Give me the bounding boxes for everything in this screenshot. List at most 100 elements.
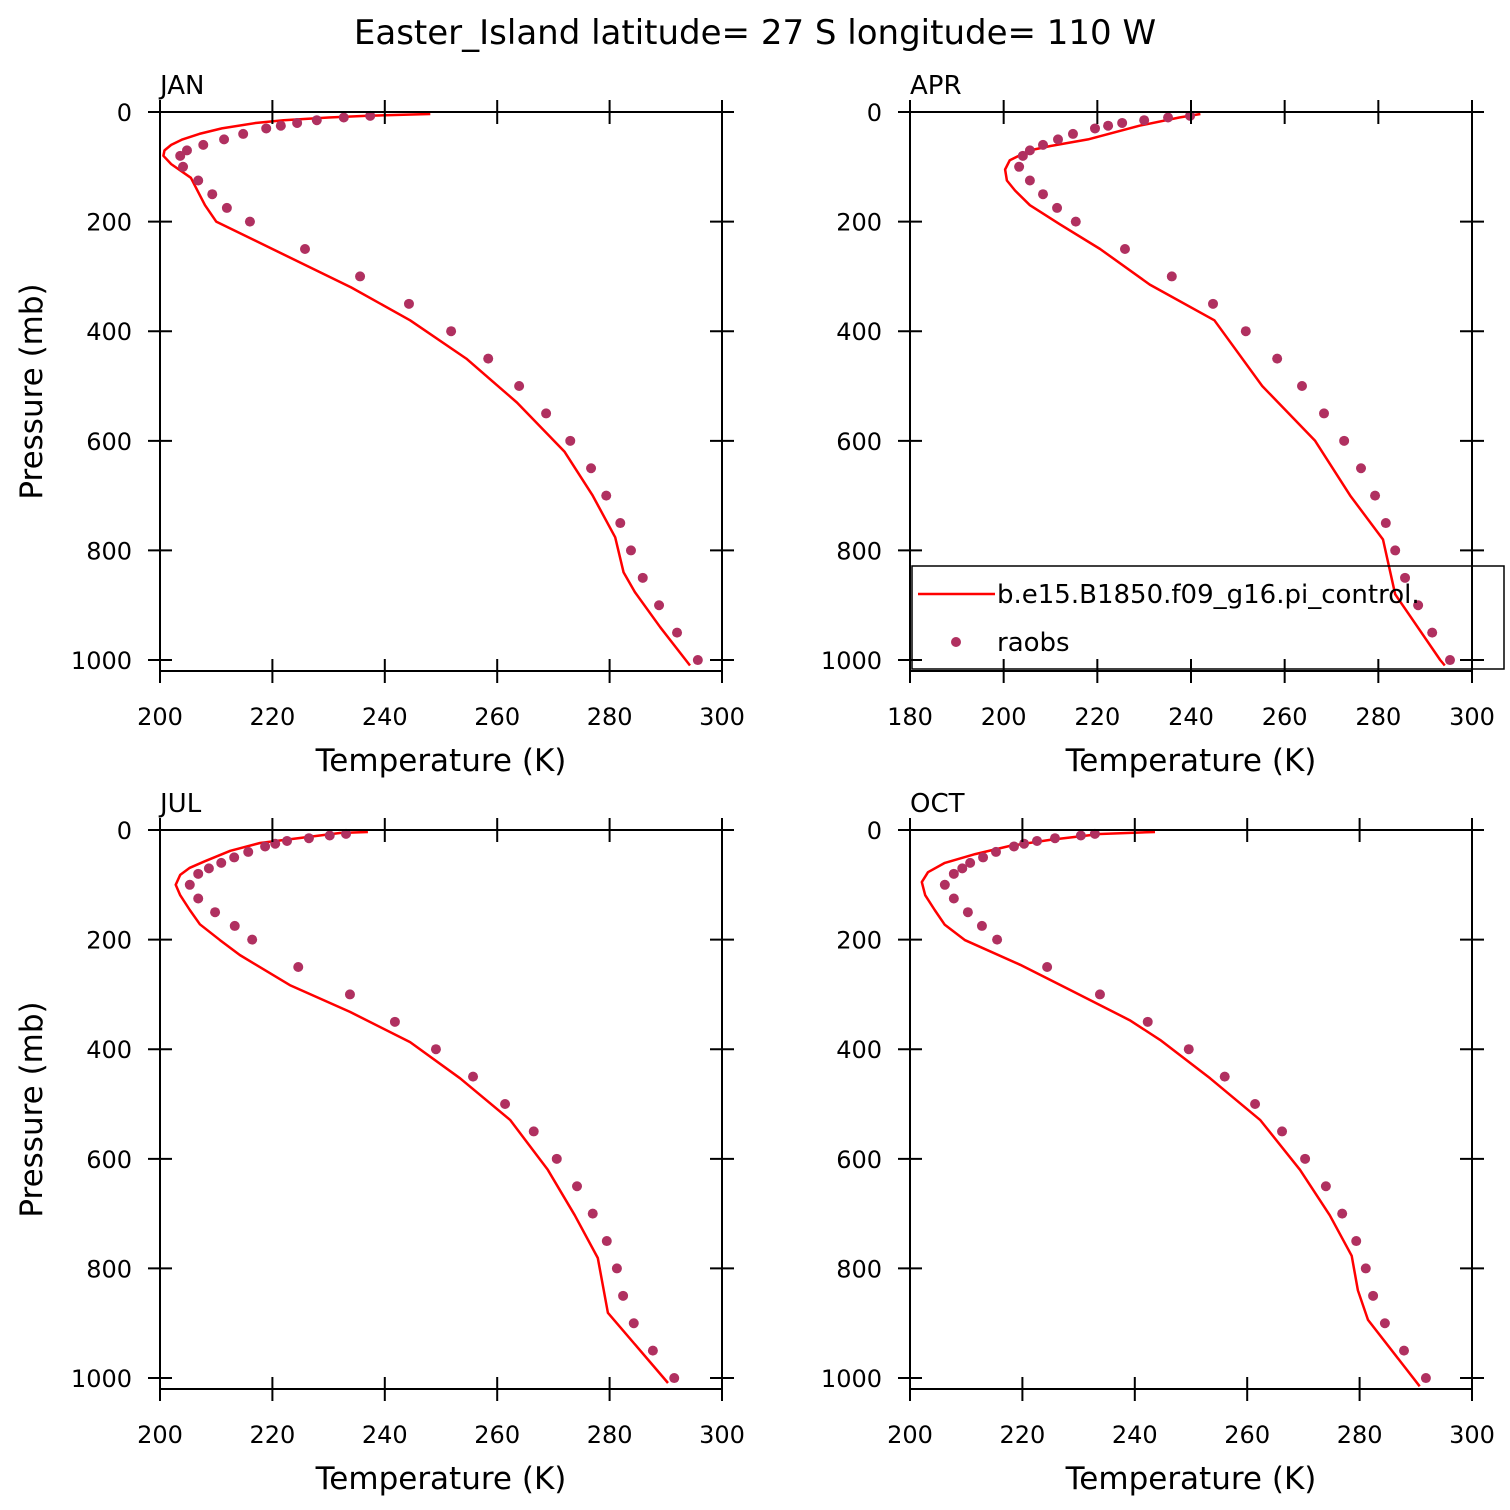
model-line: [162, 112, 691, 667]
x-tick-label: 240: [362, 1421, 408, 1449]
obs-point: [260, 841, 271, 852]
model-line: [920, 830, 1421, 1388]
y-tick-label: 600: [836, 428, 882, 456]
obs-point: [1166, 271, 1177, 282]
obs-point: [572, 1181, 583, 1192]
panel-title: JAN: [158, 71, 204, 101]
obs-point: [586, 463, 597, 474]
obs-point: [1024, 145, 1035, 156]
obs-point: [341, 828, 352, 839]
x-axis-label: Temperature (K): [1065, 743, 1317, 779]
y-tick-label: 200: [836, 927, 882, 955]
panel-title: OCT: [910, 789, 965, 819]
obs-point: [468, 1071, 479, 1082]
obs-point: [1049, 833, 1060, 844]
x-tick-label: 240: [1112, 1421, 1158, 1449]
obs-point: [615, 518, 626, 529]
x-tick-label: 280: [1355, 703, 1401, 731]
x-axis-label: Temperature (K): [315, 1461, 567, 1497]
plot-frame: [159, 829, 723, 1390]
x-tick-label: 280: [1337, 1421, 1383, 1449]
obs-point: [221, 202, 232, 213]
obs-point: [1075, 830, 1086, 841]
obs-point: [500, 1099, 511, 1110]
x-tick-label: 240: [362, 703, 408, 731]
obs-point: [1089, 123, 1100, 134]
obs-point: [175, 150, 186, 161]
obs-point: [1017, 150, 1028, 161]
obs-point: [1427, 627, 1438, 638]
obs-point: [654, 600, 665, 611]
obs-point: [299, 244, 310, 255]
x-tick-label: 260: [474, 703, 520, 731]
y-tick-label: 1000: [821, 647, 882, 675]
obs-point: [1067, 128, 1078, 139]
y-tick-label: 600: [836, 1146, 882, 1174]
obs-point: [338, 112, 349, 123]
obs-point: [939, 879, 950, 890]
obs-point: [292, 117, 303, 128]
legend: b.e15.B1850.f09_g16.pi_control.raobs: [911, 565, 1505, 670]
obs-point: [1163, 112, 1174, 123]
obs-point: [184, 879, 195, 890]
x-tick-label: 300: [1449, 703, 1495, 731]
y-tick-label: 1000: [821, 1365, 882, 1393]
obs-point: [178, 161, 189, 172]
obs-point: [365, 110, 376, 121]
x-tick-label: 220: [1074, 703, 1120, 731]
obs-point: [193, 175, 204, 186]
obs-point: [243, 846, 254, 857]
obs-point: [978, 852, 989, 863]
x-tick-label: 300: [699, 1421, 745, 1449]
obs-point: [1320, 1181, 1331, 1192]
obs-point: [976, 920, 987, 931]
obs-point: [1360, 1263, 1371, 1274]
y-tick-label: 400: [86, 318, 132, 346]
x-tick-label: 220: [999, 1421, 1045, 1449]
obs-point: [957, 863, 968, 874]
obs-point: [948, 893, 959, 904]
obs-point: [1070, 216, 1081, 227]
y-tick-label: 600: [86, 1146, 132, 1174]
panel-title: APR: [910, 71, 962, 101]
obs-point: [344, 989, 355, 1000]
y-tick-label: 0: [117, 817, 132, 845]
obs-point: [244, 216, 255, 227]
obs-point: [1038, 189, 1049, 200]
obs-point: [962, 907, 973, 918]
obs-point: [198, 139, 209, 150]
obs-point: [247, 934, 258, 945]
x-tick-label: 180: [887, 703, 933, 731]
y-tick-label: 1000: [71, 1365, 132, 1393]
figure-title: Easter_Island latitude= 27 S longitude= …: [354, 13, 1156, 53]
y-tick-label: 0: [867, 817, 882, 845]
y-axis-label: Pressure (mb): [14, 1001, 50, 1217]
obs-point: [1038, 139, 1049, 150]
plot-frame: [159, 111, 723, 672]
obs-point: [1052, 202, 1063, 213]
y-tick-label: 0: [867, 99, 882, 127]
obs-point: [992, 934, 1003, 945]
obs-point: [1219, 1071, 1230, 1082]
obs-point: [193, 893, 204, 904]
obs-point: [1103, 120, 1114, 131]
x-tick-label: 280: [587, 1421, 633, 1449]
obs-point: [1139, 115, 1150, 126]
obs-point: [669, 1373, 680, 1384]
y-tick-label: 200: [86, 209, 132, 237]
obs-point: [1368, 1290, 1379, 1301]
obs-point: [1119, 244, 1130, 255]
legend-box: [911, 565, 1505, 670]
obs-point: [1351, 1236, 1362, 1247]
obs-point: [1008, 841, 1019, 852]
obs-point: [1337, 1208, 1348, 1219]
obs-point: [1032, 835, 1043, 846]
obs-point: [1379, 1318, 1390, 1329]
obs-point: [282, 835, 293, 846]
x-tick-label: 280: [587, 703, 633, 731]
x-axis-label: Temperature (K): [315, 743, 567, 779]
obs-point: [618, 1290, 629, 1301]
legend-label: raobs: [997, 628, 1070, 658]
